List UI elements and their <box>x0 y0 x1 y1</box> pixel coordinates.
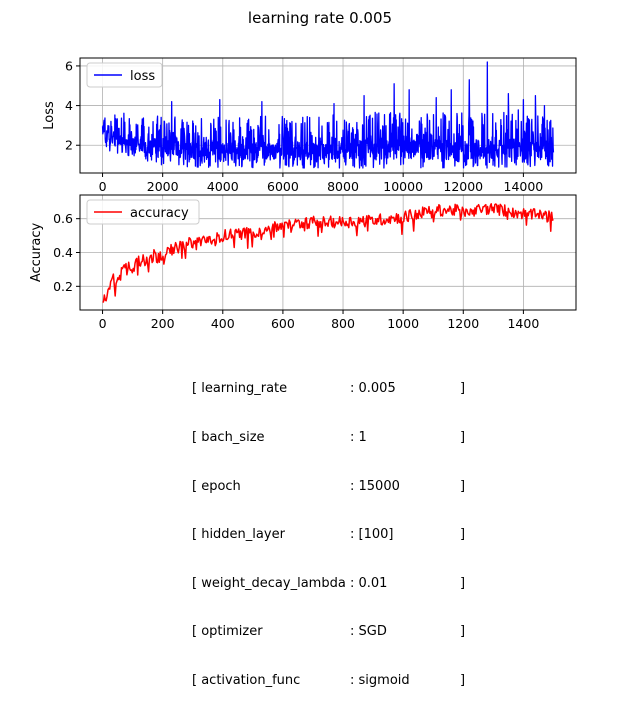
param-row: [ hidden_layer : [100]] <box>192 527 465 543</box>
param-key: [ hidden_layer <box>192 527 285 543</box>
param-value: : 0.01 <box>350 575 388 591</box>
param-value: : 0.005 <box>350 381 396 397</box>
figure: learning rate 0.005 0 2000 4000 6000 8000 100… <box>29 9 577 331</box>
param-row: [ activation_func : sigmoid] <box>192 673 465 689</box>
x-tick-label: 400 <box>211 316 235 331</box>
param-end: ] <box>460 575 466 591</box>
param-key: [ optimizer <box>192 624 263 640</box>
axes-frame <box>79 57 577 174</box>
legend-box <box>86 62 163 88</box>
param-key: [ weight_decay_lambda <box>192 575 346 591</box>
param-value: : sigmoid <box>350 673 410 689</box>
figure-title: learning rate 0.005 <box>248 9 392 27</box>
param-end: ] <box>460 478 466 494</box>
param-end: ] <box>460 430 466 446</box>
y-tick-label: 4 <box>65 98 73 113</box>
param-row: [ weight_decay_lambda: 0.01] <box>192 576 465 592</box>
x-tick-label: 0 <box>99 316 107 331</box>
x-tick-label: 1000 <box>387 316 419 331</box>
x-tick-label: 800 <box>331 316 355 331</box>
param-row: [ epoch : 15000] <box>192 479 465 495</box>
x-tick-label: 1400 <box>507 316 539 331</box>
param-row: [ optimizer : SGD] <box>192 624 465 640</box>
y-tick-label: 0.2 <box>53 279 73 294</box>
param-key: [ activation_func <box>192 673 301 689</box>
param-end: ] <box>460 381 466 397</box>
hyperparameter-box: [ learning_rate: 0.005] [ bach_size: 1] … <box>192 349 465 705</box>
legend-label: accuracy <box>130 206 189 221</box>
param-row: [ bach_size : 1] <box>192 430 465 446</box>
legend-label: loss <box>130 69 155 84</box>
loss-plot: 0 2000 4000 6000 8000 10000 12000 14000 2 4 6 Loss l… <box>42 57 577 194</box>
accuracy-plot: 0 200 400 600 800 1000 1200 1400 0.2 0.4 0.6 Accura… <box>29 194 577 331</box>
y-tick-label: 0.6 <box>53 211 73 226</box>
param-key: [ epoch <box>192 478 241 494</box>
x-tick-label: 600 <box>271 316 295 331</box>
y-axis-label: Accuracy <box>29 223 44 283</box>
param-end: ] <box>460 624 466 640</box>
param-value: : 1 <box>350 430 367 446</box>
param-value: : SGD <box>350 624 387 640</box>
param-row: [ learning_rate : 0.005] <box>192 381 465 397</box>
x-tick-label: 2000 <box>147 179 179 194</box>
x-tick-label: 1200 <box>447 316 479 331</box>
param-key: [ learning_rate <box>192 381 288 397</box>
x-tick-label: 10000 <box>383 179 423 194</box>
y-tick-label: 6 <box>65 58 73 73</box>
param-key: [ bach_size <box>192 430 265 446</box>
x-tick-label: 4000 <box>207 179 239 194</box>
legend-box <box>86 199 200 225</box>
x-tick-label: 0 <box>99 179 107 194</box>
accuracy-series-line <box>102 203 554 303</box>
y-axis-label: Loss <box>42 101 57 130</box>
y-tick-label: 2 <box>65 138 73 153</box>
loss-series-line <box>101 61 555 169</box>
x-tick-label: 12000 <box>443 179 483 194</box>
y-tick-label: 0.4 <box>53 245 73 260</box>
x-tick-label: 200 <box>151 316 175 331</box>
x-tick-label: 8000 <box>327 179 359 194</box>
param-end: ] <box>460 527 466 543</box>
param-end: ] <box>460 673 466 689</box>
x-tick-label: 6000 <box>267 179 299 194</box>
param-value: : [100] <box>350 527 394 543</box>
param-value: : 15000 <box>350 478 400 494</box>
x-tick-label: 14000 <box>504 179 544 194</box>
